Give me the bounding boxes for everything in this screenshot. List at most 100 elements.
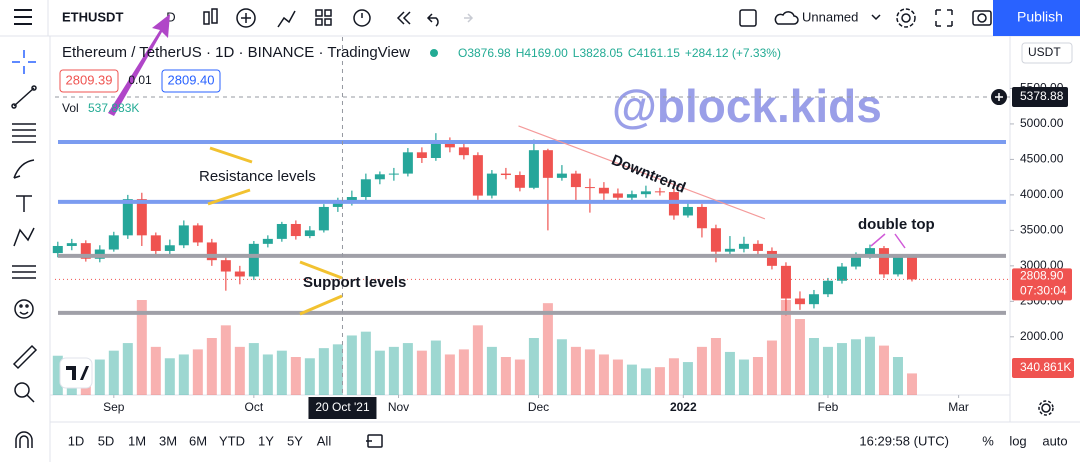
interval[interactable]: D (166, 9, 175, 24)
volume-bar (780, 300, 791, 395)
currency-label[interactable]: USDT (1028, 45, 1061, 59)
volume-bar (892, 357, 903, 395)
candle-body (640, 191, 651, 195)
volume-bar (136, 300, 147, 395)
candle-body (808, 294, 819, 305)
sell-price[interactable]: 2809.39 (66, 72, 113, 87)
symbol[interactable]: ETHUSDT (62, 9, 123, 24)
volume-bar (570, 346, 581, 395)
annotation-arrow (299, 260, 343, 280)
volume-bar (388, 346, 399, 395)
candle-body (304, 230, 315, 237)
candle-body (192, 225, 203, 243)
plot-area: @block.kids2000.002500.003000.003500.004… (52, 14, 1074, 419)
sell-box[interactable] (59, 69, 119, 93)
scale-option[interactable]: auto (1042, 433, 1067, 448)
candle-body (822, 280, 833, 295)
candle-body (108, 235, 119, 250)
timeframe-button[interactable]: 5D (98, 433, 115, 448)
candle-body (836, 266, 847, 281)
volume-legend-value: 537.883K (88, 101, 139, 115)
timeframe-button[interactable]: All (317, 433, 332, 448)
buy-box[interactable] (161, 69, 221, 93)
candle-body (276, 223, 287, 239)
volume-tag-label: 340.861K (1020, 360, 1071, 374)
candle-body (472, 155, 483, 196)
volume-bar (906, 373, 917, 395)
timeframe-button[interactable]: 1M (128, 433, 146, 448)
volume-bar (640, 368, 651, 395)
candle-body (794, 298, 805, 305)
candle-body (388, 173, 399, 175)
volume-bar (374, 350, 385, 395)
timeframe-button[interactable]: 3M (159, 433, 177, 448)
candle-body (458, 147, 469, 156)
candle-body (906, 257, 917, 280)
scale-option[interactable]: log (1009, 433, 1026, 448)
currency-box[interactable] (1021, 42, 1073, 64)
timeframe-button[interactable]: 1D (68, 433, 85, 448)
menu-icon[interactable] (14, 9, 32, 25)
volume-bar (234, 346, 245, 395)
volume-bar (458, 349, 469, 395)
bottom-icons[interactable] (366, 400, 1054, 448)
dropdown-caret[interactable] (871, 14, 881, 21)
volume-bar (416, 350, 427, 395)
add-alert-plus[interactable] (995, 93, 1003, 102)
market-status-dot (430, 49, 438, 57)
ohlc-value: C4161.15 (628, 46, 680, 60)
scale-option[interactable]: % (982, 433, 994, 448)
volume-bar (150, 346, 161, 395)
volume-bar (864, 336, 875, 395)
candle-body (612, 193, 623, 198)
volume-bar (612, 359, 623, 395)
volume-bar (262, 354, 273, 395)
layout-name[interactable]: Unnamed (802, 9, 858, 24)
volume-bar (164, 358, 175, 395)
drawing-tools[interactable] (11, 50, 38, 448)
buy-price[interactable]: 2809.40 (168, 72, 215, 87)
crosshair-price-box (1012, 87, 1068, 108)
candle-body (766, 250, 777, 266)
volume-bar (556, 339, 567, 395)
candle-body (626, 194, 637, 198)
candle-body (738, 243, 749, 249)
candle-body (234, 271, 245, 277)
candle-body (584, 187, 595, 189)
candle-body (332, 203, 343, 207)
candle-body (416, 152, 427, 158)
timeframe-button[interactable]: YTD (219, 433, 245, 448)
y-tick-label: 4500.00 (1020, 152, 1064, 166)
timeframe-button[interactable]: 5Y (287, 433, 303, 448)
timeframe-button[interactable]: 6M (189, 433, 207, 448)
toolbar-icons[interactable] (203, 8, 992, 28)
volume-bar (542, 303, 553, 395)
candle-body (66, 243, 77, 246)
timeframe-button[interactable]: 1Y (258, 433, 274, 448)
candle-body (150, 235, 161, 251)
spread: 0.01 (128, 73, 152, 87)
x-tick-label: Dec (528, 400, 549, 414)
candle-body (360, 179, 371, 198)
candle-body (486, 173, 497, 196)
volume-bar (808, 338, 819, 395)
candle-body (696, 206, 707, 229)
volume-bar (444, 354, 455, 395)
ohlc-values: O3876.98 H4169.00 L3828.05 C4161.15 +284.12 … (458, 46, 781, 60)
annotation: double top (858, 216, 935, 233)
candle-body (654, 191, 665, 193)
candle-body (402, 152, 413, 174)
publish-label[interactable]: Publish (1017, 9, 1063, 25)
countdown-label: 07:30:04 (1020, 284, 1067, 298)
clock: 16:29:58 (UTC) (859, 433, 949, 448)
volume-bar (626, 364, 637, 395)
volume-bar (290, 357, 301, 395)
x-tick-label: Oct (245, 400, 264, 414)
candle-body (556, 173, 567, 178)
volume-bar (836, 343, 847, 395)
x-tick-label: Sep (103, 400, 125, 414)
candle-body (850, 255, 861, 267)
publish-button[interactable] (993, 0, 1080, 36)
volume-bar (346, 335, 357, 395)
candle-body (374, 174, 385, 180)
